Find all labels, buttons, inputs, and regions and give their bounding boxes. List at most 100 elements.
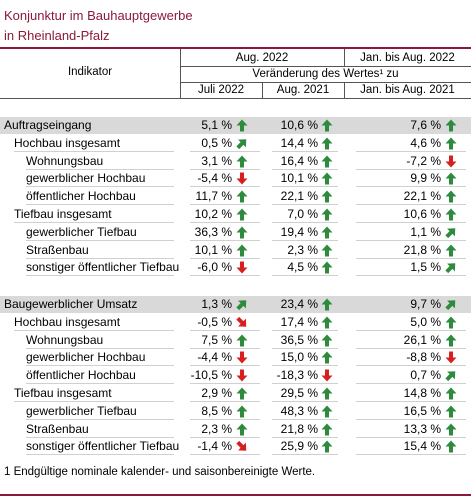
trend-up-arrow-icon [236,387,248,400]
trend-down-arrow-icon [445,351,457,364]
cell-separator [356,150,466,152]
trend-up-arrow-icon [236,334,248,347]
table-row: Wohnungsbau 3,1 % 16,4 % -7,2 % [0,153,471,170]
cell-separator [272,257,338,259]
table-row: sonstiger öffentlicher Tiefbau -1,4 % 25,9… [0,438,471,456]
trend-down-arrow-icon [236,369,248,382]
table-row: Hochbau insgesamt 0,5 % 14,4 % 4,6 % [0,135,471,152]
value-cell: 9,7 % [410,297,441,311]
cell-separator [356,239,466,241]
row-label: Hochbau insgesamt [14,314,121,329]
bottom-rule [0,494,471,496]
row-separator [26,168,174,170]
cell-separator [356,257,466,259]
cell-separator [356,436,466,438]
value-cell: 17,4 % [280,314,318,329]
table-row: Hochbau insgesamt -0,5 % 17,4 % 5,0 % [0,314,471,331]
trend-up-arrow-icon [445,172,457,185]
table-row: Tiefbau insgesamt 2,9 % 29,5 % 14,8 % [0,385,471,402]
header-janaug2021: Jan. bis Aug. 2021 [360,84,455,96]
value-cell: -1,4 % [197,439,232,454]
trend-up-arrow-icon [445,261,457,274]
cell-separator [272,454,338,456]
value-cell: 10,1 % [280,171,318,186]
trend-up-arrow-icon [321,119,333,132]
value-cell: 15,0 % [280,350,318,365]
value-cell: 7,0 % [287,207,318,221]
trend-up-arrow-icon [321,226,333,239]
value-cell: 14,8 % [403,386,441,400]
top-rule [0,47,471,49]
trend-up-arrow-icon [321,334,333,347]
value-cell: -0,5 % [197,314,232,329]
value-cell: 15,4 % [403,439,441,454]
value-cell: 9,9 % [410,171,441,186]
cell-separator [356,347,466,349]
cell-separator [190,329,260,331]
row-separator [26,204,174,206]
trend-up-arrow-icon [236,226,248,239]
row-label: gewerblicher Tiefbau [26,403,137,418]
table-row: Tiefbau insgesamt 10,2 % 7,0 % 10,6 % [0,206,471,223]
trend-up-arrow-icon [321,155,333,168]
header-line-bottom [0,98,471,99]
row-label: Tiefbau insgesamt [14,386,112,400]
cell-separator [190,347,260,349]
cell-separator [356,365,466,367]
row-label: gewerblicher Tiefbau [26,224,137,239]
table-title: Konjunktur im Bauhauptgewerbe in Rheinla… [4,6,193,46]
cell-separator [272,275,338,277]
value-cell: 3,1 % [201,153,232,168]
title-line-1: Konjunktur im Bauhauptgewerbe [4,8,193,23]
row-separator [26,454,174,456]
value-cell: -4,4 % [197,350,232,365]
trend-up-arrow-icon [445,334,457,347]
value-cell: 10,6 % [280,118,318,132]
row-separator [26,275,174,277]
header-vline-3 [262,82,263,98]
value-cell: 36,3 % [194,224,232,239]
row-separator [26,186,174,188]
trend-up-arrow-icon [445,226,457,239]
cell-separator [356,186,466,188]
cell-separator [356,329,466,331]
cell-separator [190,168,260,170]
cell-separator [356,454,466,456]
trend-up-arrow-icon [236,137,248,150]
value-cell: -10,5 % [190,368,232,383]
cell-separator [190,275,260,277]
row-label: Wohnungsbau [26,332,104,347]
value-cell: 2,3 % [287,242,318,257]
trend-down-arrow-icon [445,155,457,168]
value-cell: 11,7 % [195,189,232,204]
trend-up-arrow-icon [321,244,333,257]
header-veraenderung: Veränderung des Wertes¹ zu [252,68,399,80]
cell-separator [190,383,260,385]
value-cell: 13,3 % [403,421,441,436]
table-row: gewerblicher Tiefbau 8,5 % 48,3 % 16,5 % [0,403,471,420]
header-vline-4 [344,82,345,98]
cell-separator [272,329,338,331]
cell-separator [190,365,260,367]
value-cell: 19,4 % [280,224,318,239]
value-cell: 10,1 % [194,242,232,257]
header-line-2 [180,82,471,83]
row-label: Straßenbau [26,421,89,436]
table-row: öffentlicher Hochbau 11,7 % 22,1 % 22,1 % [0,188,471,206]
trend-up-arrow-icon [321,387,333,400]
cell-separator [190,418,260,420]
row-separator [26,436,174,438]
trend-up-arrow-icon [236,423,248,436]
title-line-2: in Rheinland-Pfalz [4,28,110,43]
trend-down-arrow-icon [236,440,248,453]
cell-separator [272,347,338,349]
trend-up-arrow-icon [321,261,333,274]
row-separator [26,365,174,367]
trend-up-arrow-icon [321,190,333,203]
cell-separator [356,401,466,402]
value-cell: -7,2 % [406,153,441,168]
row-label: Baugewerblicher Umsatz [4,297,138,311]
cell-separator [356,418,466,420]
cell-separator [272,204,338,206]
value-cell: 48,3 % [280,403,318,418]
